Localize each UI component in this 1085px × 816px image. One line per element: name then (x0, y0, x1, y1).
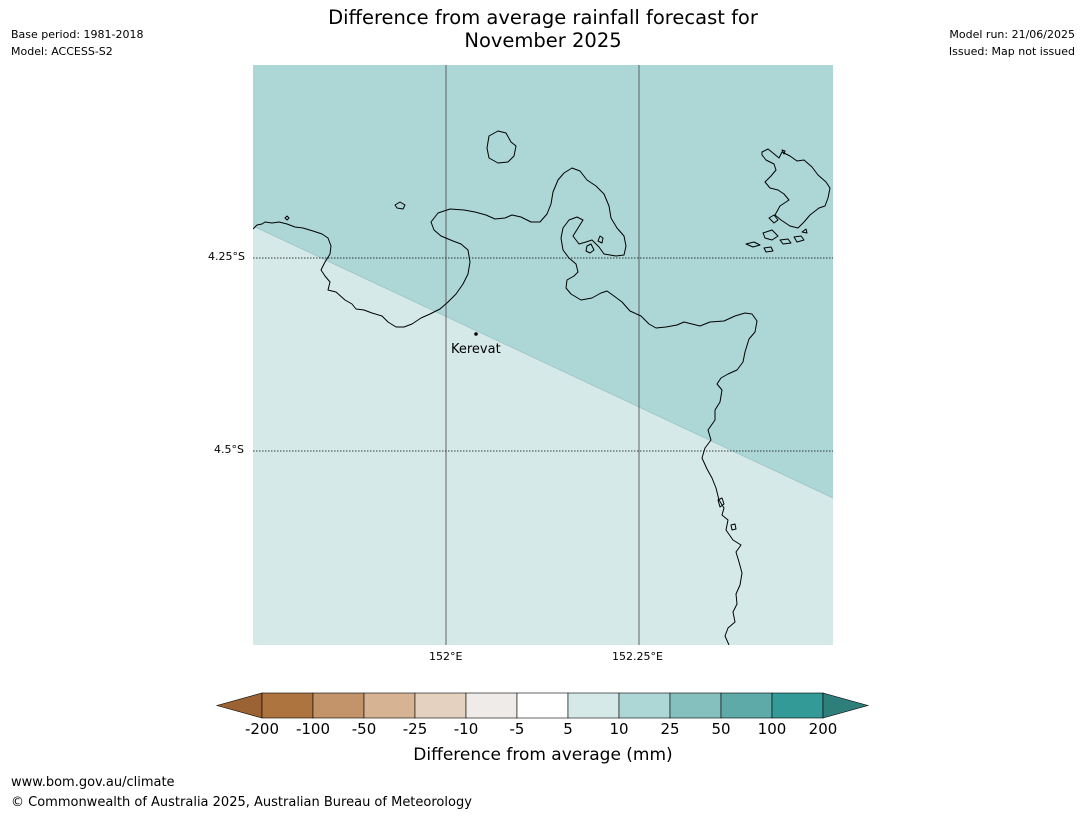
colorbar-swatch-5 (465, 692, 518, 719)
lon-label-152-25e: 152.25°E (612, 650, 663, 663)
base-period-text: Base period: 1981-2018 (11, 28, 144, 41)
colorbar-label: 100 (757, 720, 787, 738)
colorbar-swatch-4 (414, 692, 467, 719)
colorbar-swatch-7 (567, 692, 620, 719)
issued-text: Issued: Map not issued (948, 45, 1075, 58)
colorbar-label: 200 (808, 720, 838, 738)
colorbar-title: Difference from average (mm) (413, 745, 673, 765)
colorbar-swatch-3 (363, 692, 416, 719)
colorbar (215, 692, 870, 719)
map-title: Difference from average rainfall forecas… (243, 6, 843, 52)
model-text: Model: ACCESS-S2 (11, 45, 113, 58)
colorbar-swatch-2 (312, 692, 365, 719)
colorbar-label: -5 (509, 720, 525, 738)
map-frame (253, 65, 833, 645)
map-title-line1: Difference from average rainfall forecas… (328, 6, 758, 29)
metadata-left: Base period: 1981-2018 Model: ACCESS-S2 (11, 26, 143, 60)
place-label-kerevat: Kerevat (451, 342, 501, 357)
colorbar-label: -10 (453, 720, 479, 738)
colorbar-swatch-8 (618, 692, 671, 719)
lon-label-152e: 152°E (429, 650, 463, 663)
colorbar-label: 10 (609, 720, 629, 738)
coastline (253, 130, 831, 645)
metadata-right: Model run: 21/06/2025 Issued: Map not is… (949, 26, 1075, 60)
colorbar-label: 50 (711, 720, 731, 738)
region-boundary (253, 225, 833, 499)
colorbar-label: -100 (295, 720, 331, 738)
colorbar-label: -200 (244, 720, 280, 738)
lat-label-4-5s: 4.5°S (214, 443, 244, 456)
colorbar-label: 25 (660, 720, 680, 738)
footer-url: www.bom.gov.au/climate (11, 775, 175, 790)
upper-forecast-region (253, 65, 833, 498)
colorbar-swatch-6 (516, 692, 569, 719)
colorbar-extend-high (822, 692, 870, 719)
footer-copyright: © Commonwealth of Australia 2025, Austra… (11, 795, 472, 810)
kerevat-marker (474, 332, 478, 336)
colorbar-swatch-9 (669, 692, 722, 719)
colorbar-swatch-1 (261, 692, 314, 719)
lat-label-4-25s: 4.25°S (208, 250, 245, 263)
colorbar-swatch-11 (771, 692, 824, 719)
colorbar-label: 5 (563, 720, 573, 738)
model-run-text: Model run: 21/06/2025 (949, 28, 1075, 41)
map-title-line2: November 2025 (464, 29, 622, 52)
colorbar-extend-low (215, 692, 263, 719)
colorbar-label: -25 (402, 720, 428, 738)
colorbar-swatch-10 (720, 692, 773, 719)
colorbar-label: -50 (351, 720, 377, 738)
